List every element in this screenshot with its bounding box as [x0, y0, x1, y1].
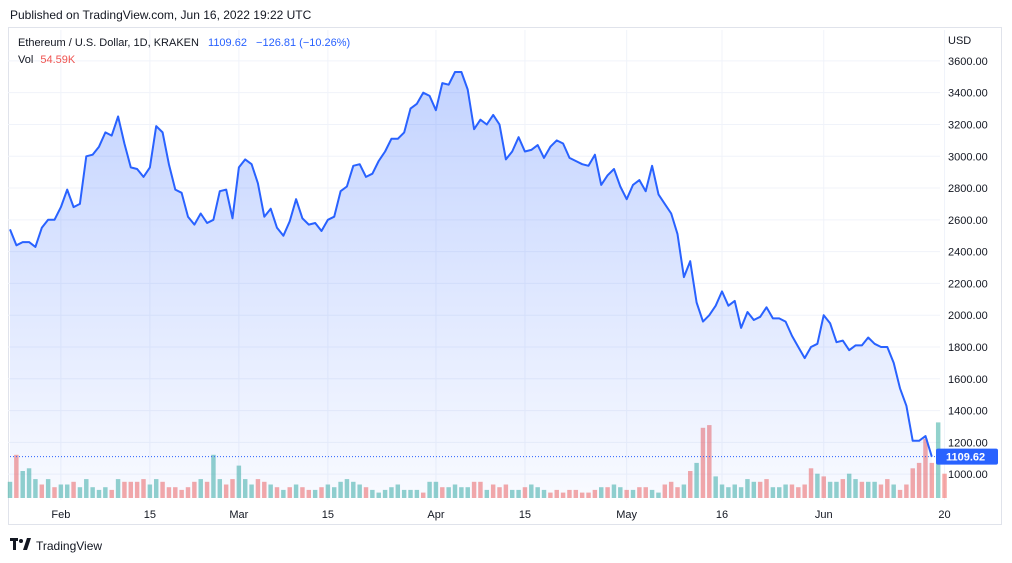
y-tick-label: 2200.00	[948, 278, 988, 290]
x-tick-label: May	[616, 509, 637, 521]
brand-name: TradingView	[36, 538, 103, 553]
last-price-badge: 1109.62	[936, 448, 998, 465]
x-tick-label: Mar	[229, 509, 248, 521]
price-change: −126.81 (−10.26%)	[256, 37, 351, 49]
symbol-title[interactable]: Ethereum / U.S. Dollar, 1D, KRAKEN	[18, 37, 199, 49]
price-area-fill	[10, 72, 932, 498]
x-axis[interactable]: Feb 15 Mar 15 Apr 15 May 16 Jun 20	[51, 509, 950, 521]
y-tick-label: 2400.00	[948, 247, 988, 259]
volume-bar	[942, 473, 947, 498]
y-tick-label: 2000.00	[948, 310, 988, 322]
last-price-value: 1109.62	[208, 37, 247, 49]
currency-label: USD	[948, 35, 972, 47]
y-tick-label: 2800.00	[948, 183, 988, 195]
y-tick-label: 3400.00	[948, 88, 988, 100]
chart-legend: Ethereum / U.S. Dollar, 1D, KRAKEN 1109.…	[18, 35, 350, 69]
y-tick-label: 1400.00	[948, 406, 988, 418]
volume-value: 54.59K	[40, 54, 76, 66]
y-tick-label: 1000.00	[948, 469, 988, 481]
volume-label[interactable]: Vol	[18, 54, 34, 66]
x-tick-label: Feb	[51, 509, 70, 521]
y-tick-label: 2600.00	[948, 215, 988, 227]
y-tick-label: 1800.00	[948, 342, 988, 354]
tradingview-logo-icon	[10, 538, 32, 553]
last-price-label: 1109.62	[946, 452, 985, 464]
x-tick-label: 15	[322, 509, 334, 521]
y-tick-label: 3200.00	[948, 119, 988, 131]
y-tick-label: 3600.00	[948, 56, 988, 68]
y-axis[interactable]: 1000.00 1200.00 1400.00 1600.00 1800.00 2000.…	[948, 56, 988, 481]
volume-bar	[929, 462, 935, 498]
footer-branding[interactable]: TradingView	[10, 538, 102, 553]
y-tick-label: 3000.00	[948, 151, 988, 163]
x-tick-label: 20	[938, 509, 950, 521]
x-tick-label: Jun	[815, 509, 833, 521]
y-tick-label: 1200.00	[948, 437, 988, 449]
x-tick-label: 16	[716, 509, 728, 521]
x-tick-label: Apr	[427, 509, 444, 521]
y-tick-label: 1600.00	[948, 374, 988, 386]
published-caption: Published on TradingView.com, Jun 16, 20…	[10, 8, 312, 22]
price-line	[9, 71, 933, 457]
x-tick-label: 15	[144, 509, 156, 521]
x-tick-label: 15	[519, 509, 531, 521]
